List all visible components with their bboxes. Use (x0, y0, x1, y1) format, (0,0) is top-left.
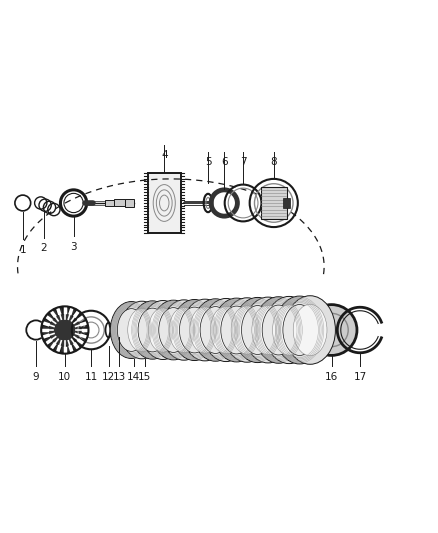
Ellipse shape (283, 304, 316, 356)
Text: 11: 11 (85, 372, 98, 382)
FancyBboxPatch shape (283, 198, 290, 208)
Ellipse shape (117, 309, 145, 351)
Text: 15: 15 (138, 372, 151, 382)
Ellipse shape (172, 300, 217, 360)
Ellipse shape (213, 298, 260, 362)
Text: 7: 7 (240, 157, 247, 167)
Text: 8: 8 (270, 157, 277, 167)
Text: 1: 1 (19, 245, 26, 255)
Ellipse shape (110, 302, 152, 359)
Ellipse shape (120, 301, 163, 359)
Text: 13: 13 (113, 372, 126, 382)
Ellipse shape (169, 308, 199, 353)
Ellipse shape (275, 296, 325, 364)
Text: 2: 2 (40, 243, 47, 253)
Text: 10: 10 (58, 372, 71, 382)
Ellipse shape (293, 304, 327, 356)
Ellipse shape (138, 308, 167, 352)
Ellipse shape (233, 297, 282, 362)
Ellipse shape (262, 305, 295, 355)
Ellipse shape (152, 300, 195, 360)
Ellipse shape (180, 307, 209, 353)
Ellipse shape (285, 296, 336, 364)
Text: 12: 12 (102, 372, 115, 382)
Circle shape (42, 307, 88, 353)
Ellipse shape (254, 297, 303, 364)
Text: 9: 9 (32, 372, 39, 382)
Ellipse shape (211, 306, 241, 354)
Ellipse shape (223, 298, 271, 362)
Ellipse shape (148, 308, 177, 352)
Text: 16: 16 (325, 372, 338, 382)
FancyBboxPatch shape (261, 187, 287, 219)
Ellipse shape (141, 301, 185, 359)
FancyBboxPatch shape (125, 199, 134, 207)
Ellipse shape (272, 305, 306, 355)
Ellipse shape (203, 298, 249, 361)
Ellipse shape (264, 296, 314, 364)
Ellipse shape (252, 305, 284, 354)
Ellipse shape (192, 299, 239, 361)
FancyBboxPatch shape (114, 199, 125, 206)
Text: 5: 5 (205, 157, 212, 167)
Text: 14: 14 (127, 372, 140, 382)
Text: 6: 6 (221, 157, 228, 167)
FancyBboxPatch shape (105, 200, 114, 206)
Ellipse shape (131, 301, 174, 359)
Text: 17: 17 (353, 372, 367, 382)
Ellipse shape (241, 305, 274, 354)
Ellipse shape (190, 307, 220, 353)
Ellipse shape (162, 300, 206, 360)
Circle shape (306, 304, 357, 356)
Ellipse shape (244, 297, 292, 363)
Ellipse shape (159, 308, 188, 352)
Ellipse shape (231, 306, 263, 354)
Text: 4: 4 (161, 150, 168, 160)
FancyBboxPatch shape (148, 173, 181, 233)
Ellipse shape (182, 299, 228, 361)
Ellipse shape (221, 306, 252, 354)
Text: 3: 3 (70, 241, 77, 252)
Ellipse shape (128, 309, 156, 352)
Ellipse shape (200, 306, 231, 353)
